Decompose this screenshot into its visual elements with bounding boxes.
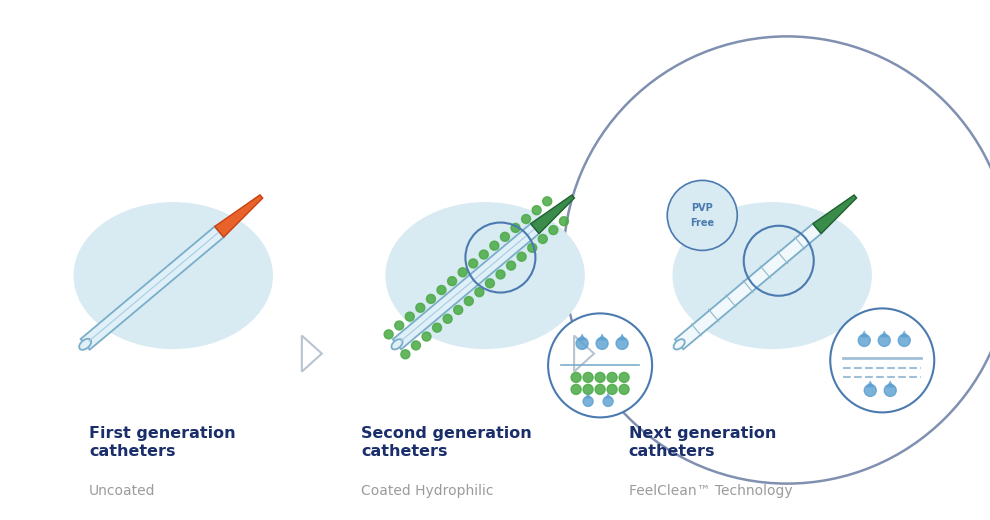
Ellipse shape (74, 203, 272, 348)
Text: FeelClean™ Technology: FeelClean™ Technology (629, 485, 792, 498)
Circle shape (496, 270, 505, 279)
Circle shape (583, 384, 593, 394)
Polygon shape (531, 195, 574, 233)
Text: Next generation
catheters: Next generation catheters (629, 426, 776, 459)
Circle shape (500, 232, 510, 241)
Circle shape (412, 341, 421, 350)
Circle shape (490, 241, 499, 250)
Polygon shape (675, 224, 822, 349)
Polygon shape (886, 381, 894, 387)
Text: Free: Free (690, 218, 715, 228)
Circle shape (583, 396, 593, 407)
Circle shape (522, 215, 531, 224)
Text: PVP: PVP (691, 203, 713, 213)
Circle shape (616, 337, 628, 349)
Text: Second generation
catheters: Second generation catheters (361, 426, 532, 459)
Circle shape (458, 268, 467, 277)
Circle shape (607, 372, 617, 382)
Polygon shape (860, 330, 868, 337)
Circle shape (619, 372, 629, 382)
Circle shape (507, 261, 516, 270)
Circle shape (416, 303, 425, 312)
Circle shape (437, 285, 446, 294)
Circle shape (548, 314, 652, 418)
Circle shape (884, 384, 896, 396)
Circle shape (571, 384, 581, 394)
Circle shape (528, 243, 537, 252)
Circle shape (447, 277, 456, 285)
Circle shape (596, 337, 608, 349)
Circle shape (607, 384, 617, 394)
Polygon shape (618, 333, 626, 341)
Ellipse shape (391, 339, 403, 349)
Circle shape (384, 330, 393, 339)
Polygon shape (598, 333, 606, 341)
Polygon shape (813, 195, 856, 233)
Circle shape (444, 314, 452, 323)
Circle shape (559, 217, 568, 226)
Circle shape (864, 384, 876, 396)
Circle shape (595, 372, 605, 382)
Circle shape (576, 337, 588, 349)
Circle shape (422, 332, 431, 341)
Polygon shape (585, 393, 591, 398)
Polygon shape (866, 381, 874, 387)
Polygon shape (880, 330, 888, 337)
Circle shape (667, 180, 738, 251)
Text: Uncoated: Uncoated (89, 485, 155, 498)
Circle shape (571, 372, 581, 382)
Circle shape (619, 384, 629, 394)
Circle shape (858, 334, 870, 346)
Ellipse shape (673, 203, 871, 348)
Polygon shape (900, 330, 908, 337)
Circle shape (543, 197, 551, 206)
Circle shape (464, 296, 473, 306)
Circle shape (401, 350, 410, 359)
Circle shape (878, 334, 890, 346)
Circle shape (595, 384, 605, 394)
Ellipse shape (673, 339, 685, 349)
Circle shape (453, 305, 462, 315)
Circle shape (485, 279, 494, 288)
Text: Coated Hydrophilic: Coated Hydrophilic (361, 485, 494, 498)
Circle shape (395, 321, 404, 330)
Circle shape (479, 250, 488, 259)
Polygon shape (605, 393, 611, 398)
Ellipse shape (79, 339, 91, 350)
Circle shape (898, 334, 910, 346)
Circle shape (603, 396, 613, 407)
Circle shape (468, 259, 478, 268)
Text: First generation
catheters: First generation catheters (89, 426, 236, 459)
Circle shape (511, 224, 520, 232)
Circle shape (433, 323, 442, 332)
Circle shape (548, 226, 557, 235)
Circle shape (517, 252, 526, 261)
Polygon shape (80, 227, 224, 349)
Circle shape (831, 308, 935, 412)
Circle shape (475, 288, 484, 297)
Circle shape (539, 235, 547, 243)
Circle shape (427, 294, 436, 303)
Circle shape (583, 372, 593, 382)
Ellipse shape (386, 203, 584, 348)
Polygon shape (215, 195, 262, 237)
Circle shape (405, 312, 414, 321)
Polygon shape (393, 224, 540, 349)
Circle shape (533, 206, 542, 215)
Polygon shape (578, 333, 586, 341)
